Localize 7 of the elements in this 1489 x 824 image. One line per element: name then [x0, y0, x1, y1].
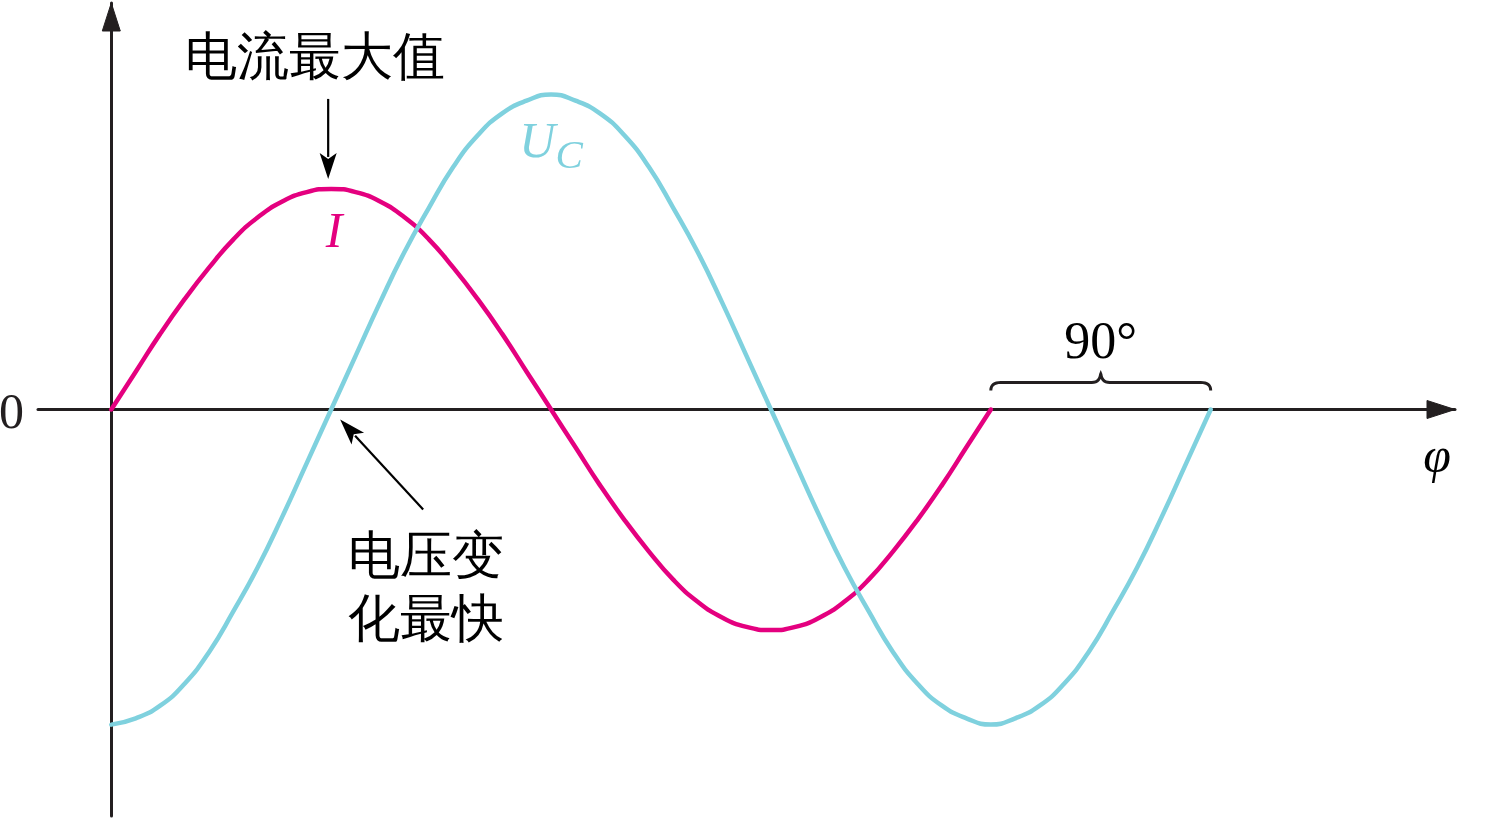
text: 电流最大值	[185, 27, 446, 85]
series-label: I	[324, 201, 345, 258]
text: 0	[0, 382, 24, 439]
annotation: 电压变化最快	[348, 526, 505, 647]
x-axis-title: φ	[1423, 426, 1451, 483]
annotation: 90°	[1064, 311, 1138, 369]
series-label: U$_{C}$	[519, 112, 584, 178]
